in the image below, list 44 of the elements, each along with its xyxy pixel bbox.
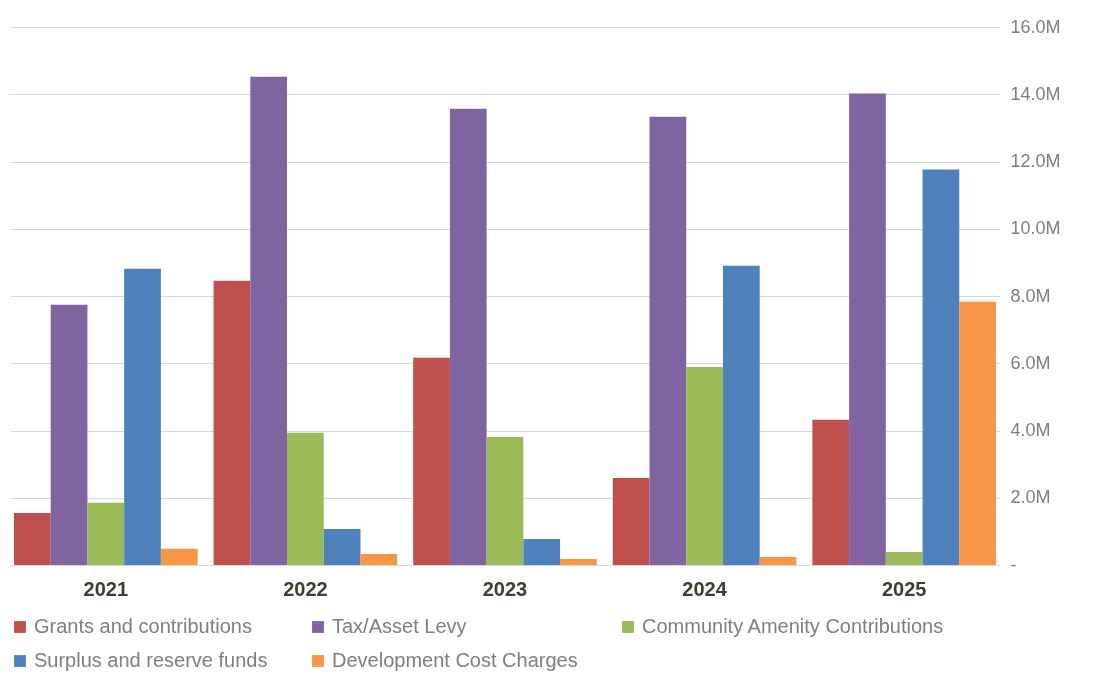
bar [649, 116, 687, 565]
x-tick-label: 2023 [482, 577, 528, 600]
y-tick-label: 4.0M [1010, 420, 1051, 440]
x-tick-label: 2025 [881, 577, 927, 600]
bar [885, 551, 923, 565]
y-tick-label: 8.0M [1010, 285, 1051, 306]
bar [612, 477, 650, 565]
y-tick-label: 14.0M [1010, 83, 1061, 104]
bar [360, 553, 398, 565]
legend-label: Community Amenity Contributions [642, 615, 944, 637]
legend-label: Surplus and reserve funds [34, 649, 268, 671]
y-tick-label: 10.0M [1010, 218, 1061, 239]
bar [250, 76, 288, 565]
bar [87, 502, 125, 565]
y-tick-label: 12.0M [1010, 151, 1061, 171]
y-tick-label: - [1010, 554, 1017, 575]
bar [50, 304, 88, 565]
bar [323, 529, 361, 565]
bar [722, 265, 760, 565]
bar [959, 301, 997, 565]
y-tick-label: 2.0M [1010, 487, 1051, 508]
bar [413, 357, 450, 565]
legend-label: Grants and contributions [34, 615, 252, 637]
bar [160, 548, 198, 565]
y-tick-label: 6.0M [1010, 352, 1051, 373]
bar [812, 419, 850, 565]
legend-label: Development Cost Charges [332, 649, 578, 671]
x-tick-label: 2021 [83, 577, 129, 600]
bar [560, 558, 597, 565]
x-tick-label: 2022 [283, 577, 328, 600]
bar [759, 556, 797, 565]
bar [124, 268, 161, 565]
bar [849, 93, 886, 565]
bar [213, 280, 251, 565]
x-tick-label: 2024 [682, 577, 728, 600]
legend-label: Tax/Asset Levy [332, 615, 467, 637]
bar [449, 108, 487, 565]
bar [523, 539, 561, 565]
bar [686, 366, 723, 565]
bar [287, 432, 324, 565]
bar [13, 512, 51, 565]
y-tick-label: 16.0M [1010, 16, 1061, 37]
bar [486, 436, 524, 565]
bar [922, 169, 960, 565]
